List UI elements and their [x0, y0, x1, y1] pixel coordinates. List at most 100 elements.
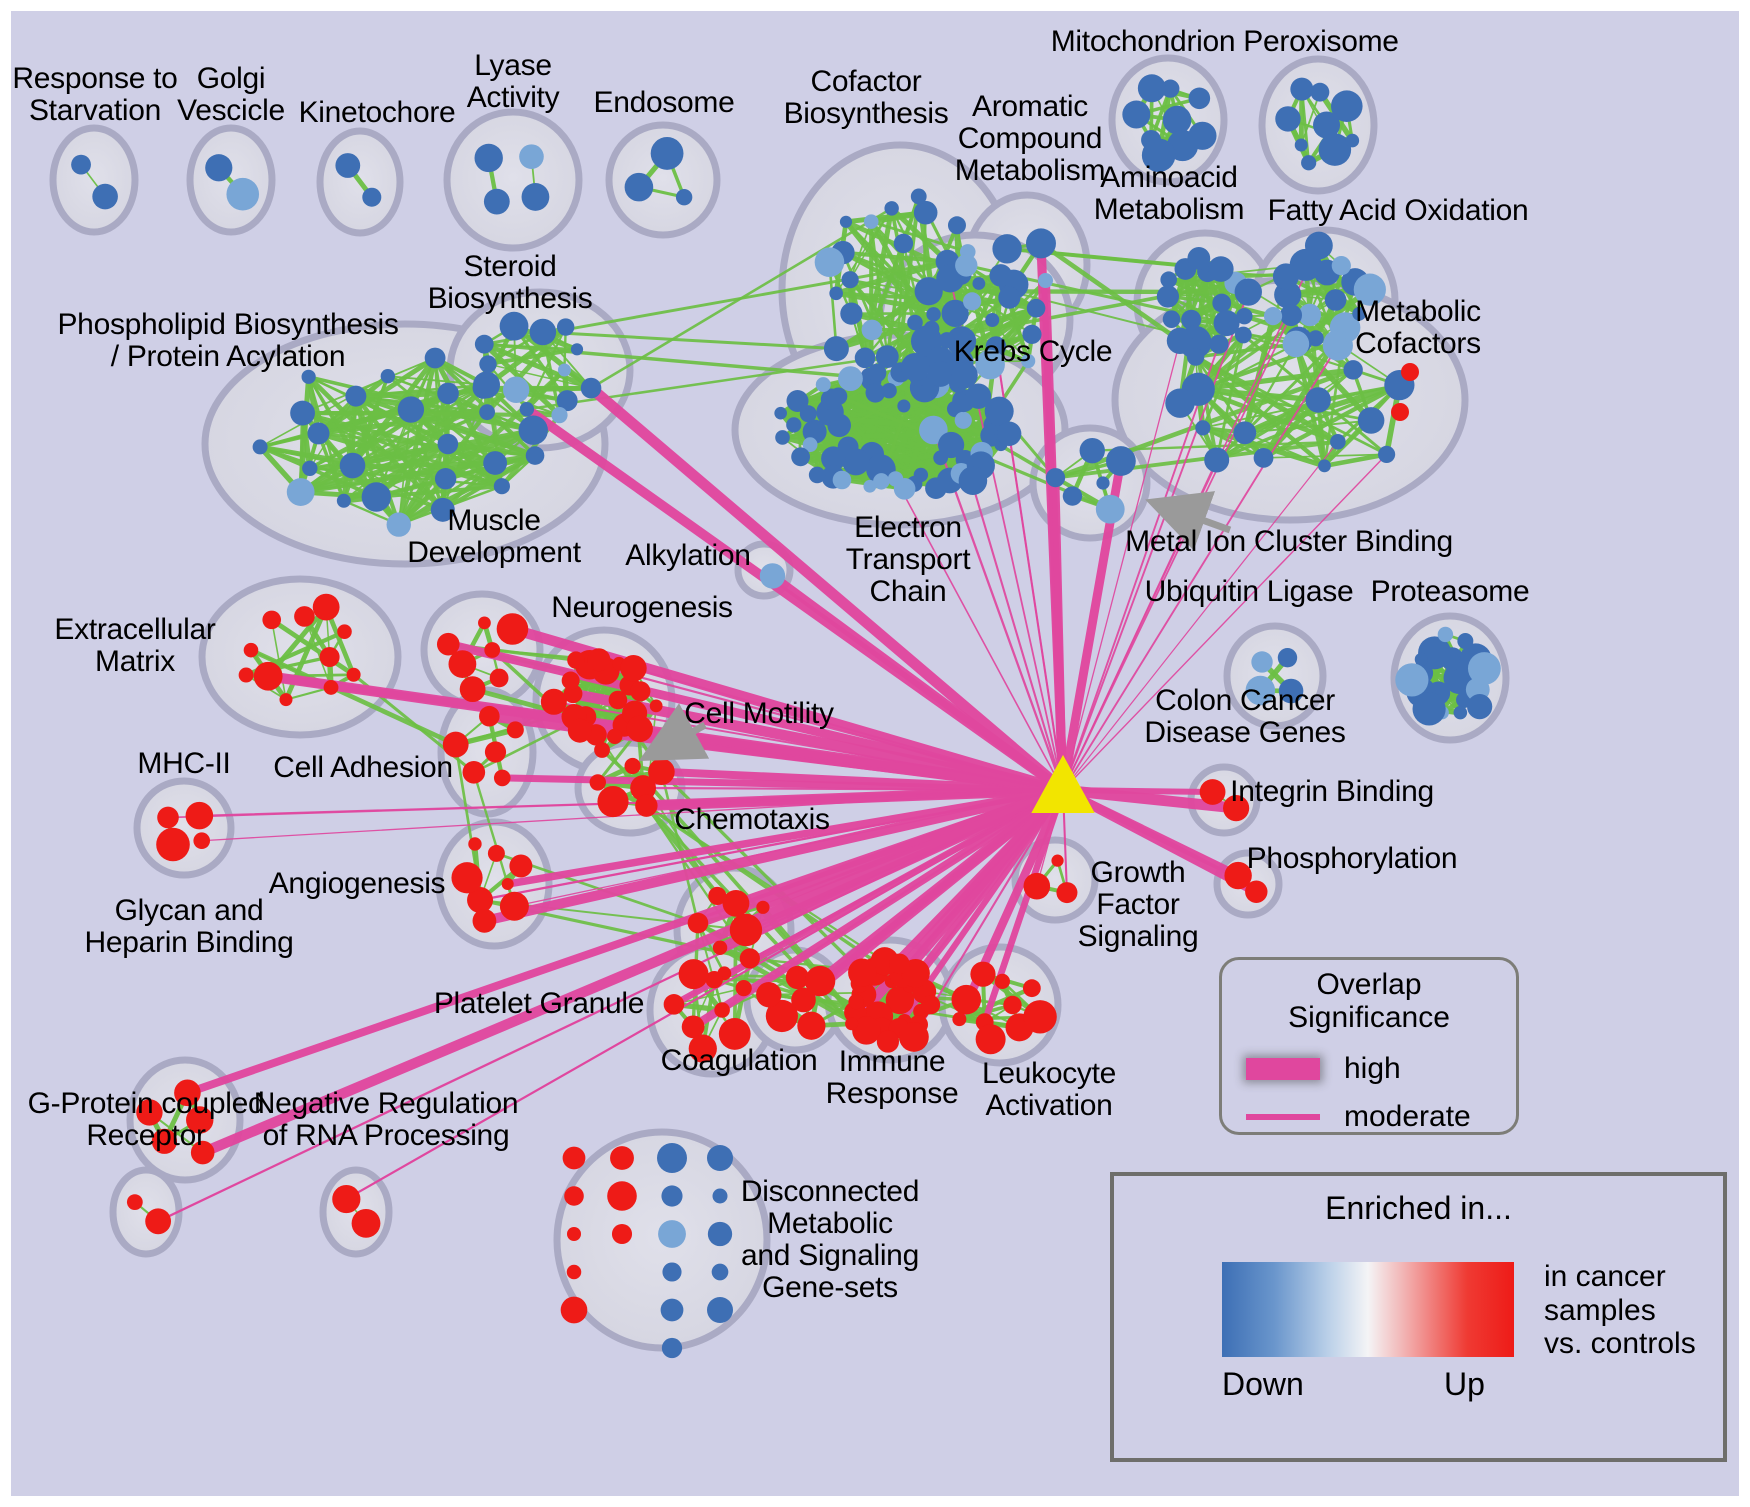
gene-set-node [1062, 486, 1083, 506]
gene-set-node [307, 422, 330, 445]
metal-ion-arrow [1145, 491, 1232, 551]
gene-set-node [1022, 324, 1042, 344]
gene-set-node [362, 187, 382, 207]
gene-set-node [434, 468, 457, 490]
intra-edge [1215, 383, 1402, 462]
gene-set-node [243, 642, 259, 658]
gene-set-node [1245, 675, 1276, 706]
hub-edge-moderate [345, 788, 1065, 1201]
hub-edge-high [197, 784, 1069, 1158]
hub-edge-moderate [713, 789, 1064, 981]
gene-set-node [607, 728, 623, 745]
gene-set-node [1353, 273, 1386, 306]
hub-edge-moderate [645, 789, 1064, 807]
inter-cluster-edge [525, 355, 889, 411]
inter-cluster-edge [484, 324, 569, 415]
gene-set-node [821, 446, 846, 471]
gene-set-node [729, 913, 763, 947]
gene-set-node [346, 667, 361, 682]
gene-set-node [493, 478, 510, 495]
gene-set-node [474, 334, 494, 354]
gene-set-node [1003, 995, 1022, 1015]
intra-edge [1200, 425, 1328, 469]
gene-set-node [566, 1264, 582, 1280]
gene-set-node [1137, 74, 1166, 103]
cell-motility-arrow [638, 703, 710, 762]
gene-set-node [650, 137, 684, 170]
cluster-halo [133, 777, 235, 879]
hub-edge-moderate [201, 789, 1064, 842]
gene-set-node [962, 292, 982, 311]
legend-overlap-significance: Overlap Significance high moderate [1219, 957, 1519, 1135]
gene-set-node [489, 668, 509, 688]
gene-set-node [1056, 882, 1078, 904]
gene-set-node [876, 1030, 900, 1053]
gene-set-node [1305, 387, 1331, 413]
hub-edge-moderate [641, 786, 1065, 792]
gene-set-node [1272, 263, 1299, 290]
gene-set-node [867, 363, 887, 383]
gene-set-node [804, 965, 836, 997]
gene-set-node [775, 430, 790, 445]
gene-set-node [897, 399, 911, 413]
gene-set-node [648, 758, 675, 786]
intra-edge [957, 985, 1035, 1022]
intra-edge [309, 395, 357, 469]
gene-set-node [774, 406, 787, 420]
gene-set-node [294, 606, 315, 627]
gene-set-node [484, 642, 501, 658]
gene-set-node [502, 376, 530, 403]
gene-set-node [332, 1184, 361, 1214]
gene-set-node [1275, 106, 1301, 132]
gene-set-node [442, 731, 469, 758]
gene-set-node [380, 368, 396, 384]
gene-set-node [1122, 100, 1151, 129]
gene-set-node [1310, 82, 1330, 102]
gene-set-node [493, 769, 511, 787]
gene-set-node [561, 671, 580, 690]
intra-edge [306, 374, 446, 513]
gene-set-node [540, 688, 567, 715]
gene-set-node [1181, 309, 1202, 330]
gene-set-node [1160, 271, 1178, 289]
gene-set-node [1301, 155, 1317, 171]
gene-set-node [1212, 293, 1232, 313]
gene-set-node [951, 984, 982, 1015]
gene-set-node [954, 411, 972, 429]
gene-set-node [938, 431, 965, 459]
gene-set-node [193, 832, 211, 850]
gene-set-node [1209, 334, 1229, 354]
gene-set-node [279, 693, 293, 707]
gene-set-node [898, 1022, 929, 1052]
gene-set-node [448, 650, 477, 678]
legend-overlap-row-high: high [1246, 1052, 1401, 1086]
gene-set-node [1106, 446, 1136, 476]
gene-set-node [1187, 246, 1211, 270]
gene-set-node [1188, 121, 1217, 150]
inter-cluster-edge [541, 330, 838, 351]
gene-set-node [815, 377, 831, 393]
gene-set-node [478, 616, 491, 630]
gene-set-node [557, 363, 571, 377]
gene-set-node [722, 889, 750, 917]
gene-set-node [1026, 298, 1046, 318]
gene-set-node [941, 299, 969, 327]
gene-set-node [1204, 447, 1230, 473]
gene-set-node [863, 214, 879, 229]
gene-set-node [1025, 228, 1056, 259]
gene-set-node [1412, 692, 1446, 726]
gene-set-node [972, 277, 986, 290]
hub-edge-moderate [574, 659, 1065, 792]
hub-triangle-icon[interactable] [1031, 754, 1095, 813]
gene-set-node [1313, 111, 1341, 139]
gene-set-node [496, 613, 529, 645]
hub-edge-moderate [890, 789, 1064, 983]
gene-set-node [661, 1337, 683, 1359]
gene-set-node [873, 473, 890, 490]
gene-set-node [519, 144, 544, 169]
gene-set-node [649, 699, 663, 713]
gene-set-node [1236, 307, 1253, 325]
gene-set-node [319, 647, 340, 667]
gene-set-node [570, 343, 584, 356]
